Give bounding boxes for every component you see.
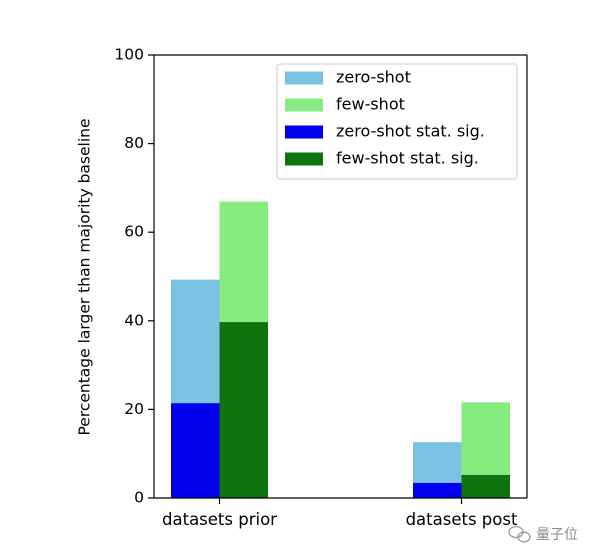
bar-few-shot-stat-sig-datasets-post: [461, 474, 510, 498]
y-tick-label: 0: [134, 489, 144, 507]
y-tick-label: 60: [124, 223, 144, 241]
watermark-text: 量子位: [536, 527, 578, 543]
legend-label: zero-shot stat. sig.: [336, 122, 485, 141]
y-ticks-layer: 0 20 40 60 80 100: [114, 46, 154, 507]
legend-swatch: [285, 125, 323, 139]
legend-swatch: [285, 98, 323, 112]
wechat-icon: [508, 525, 531, 543]
legend: zero-shot few-shot zero-shot stat. sig. few…: [276, 63, 518, 180]
bar-few-shot-stat-sig-datasets-prior: [219, 322, 268, 498]
x-tick-label: datasets post: [406, 510, 518, 529]
legend-swatch: [285, 152, 323, 166]
x-tick-label: datasets prior: [162, 510, 277, 529]
legend-label: few-shot: [336, 95, 405, 114]
legend-frame: [276, 63, 518, 180]
legend-label: few-shot stat. sig.: [336, 149, 479, 168]
watermark: 量子位: [508, 525, 578, 543]
legend-label: zero-shot: [336, 68, 411, 87]
y-tick-label: 100: [114, 46, 144, 64]
bars-layer: [171, 201, 510, 498]
bar-zero-shot-stat-sig-datasets-post: [413, 482, 462, 498]
y-tick-label: 20: [124, 400, 144, 418]
legend-swatch: [285, 71, 323, 85]
legend-entries: zero-shot few-shot zero-shot stat. sig. few…: [285, 68, 485, 168]
y-tick-label: 40: [124, 311, 144, 329]
bar-zero-shot-stat-sig-datasets-prior: [171, 403, 220, 498]
axes-frame: [153, 54, 528, 499]
y-tick-label: 80: [124, 134, 144, 152]
x-ticks-layer: datasets prior datasets post: [162, 498, 518, 529]
y-axis-label: Percentage larger than majority baseline: [76, 118, 94, 435]
